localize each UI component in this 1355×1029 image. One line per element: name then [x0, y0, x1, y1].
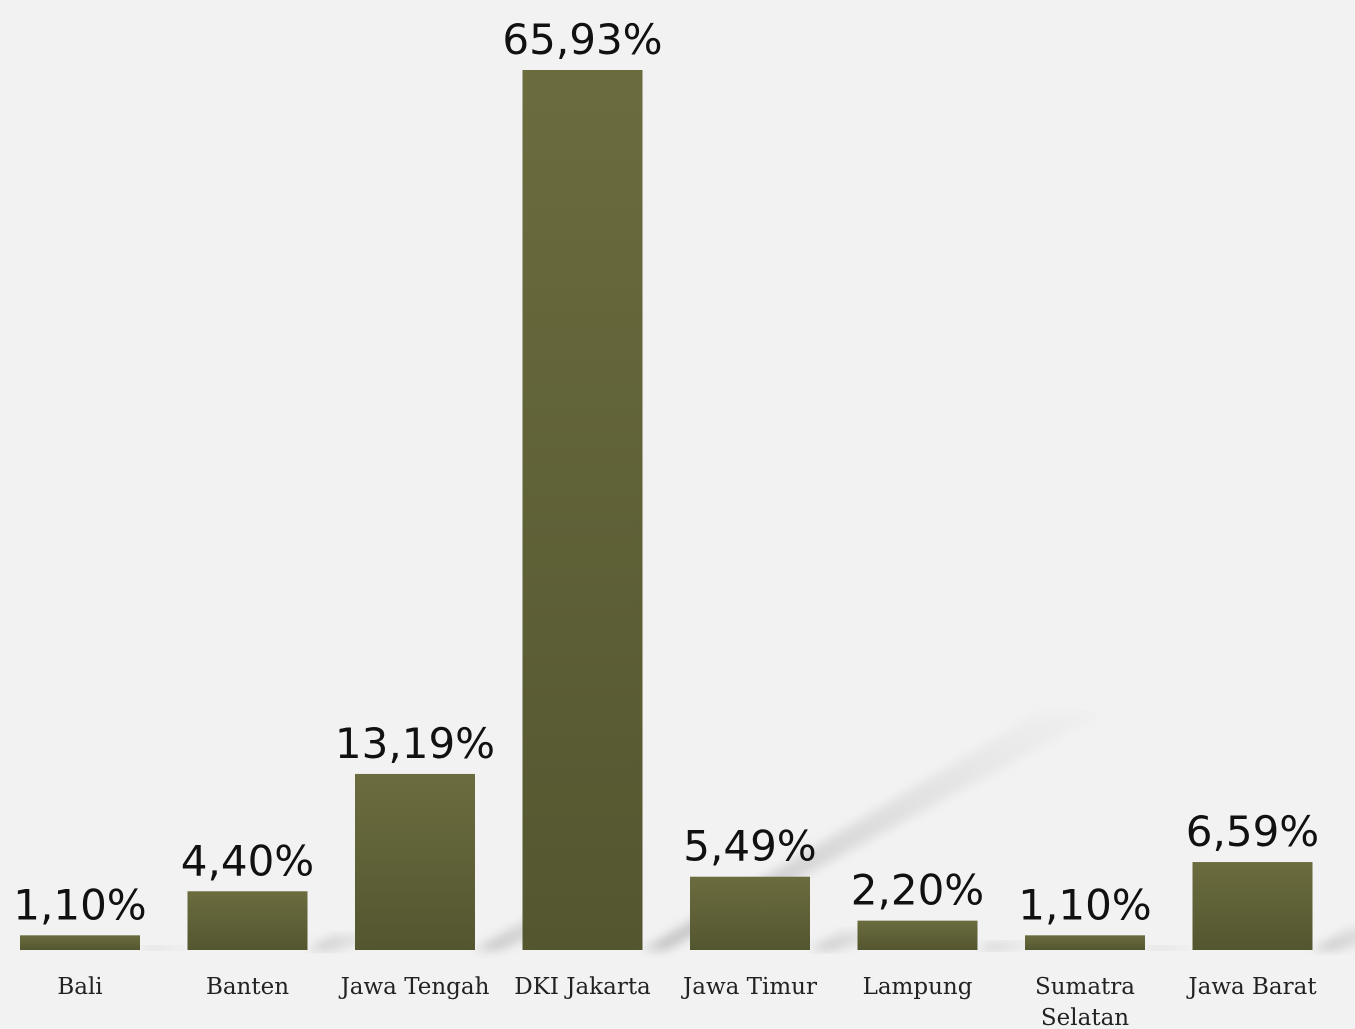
bar-jawa-barat: [1192, 862, 1313, 950]
bar-jawa-timur: [690, 876, 810, 950]
category-label-banten: Banten: [206, 974, 289, 1000]
value-label-banten: 4,40%: [181, 836, 314, 885]
value-label-lampung: 2,20%: [851, 866, 984, 915]
value-label-bali: 1,10%: [13, 880, 146, 929]
category-label-jawa-tengah: Jawa Tengah: [339, 974, 490, 1000]
bar-shadow-jawa-barat: [1312, 926, 1355, 950]
category-labels-group: Bali Banten Jawa Tengah DKI Jakarta Jawa Tim…: [57, 974, 1317, 1029]
bar-banten: [187, 891, 308, 950]
bar-lampung: [857, 920, 978, 950]
bar-sumatra-selatan: [1025, 935, 1145, 950]
value-label-jawa-barat: 6,59%: [1186, 807, 1319, 856]
value-label-sumatra-selatan: 1,10%: [1018, 880, 1151, 929]
bars-group: [20, 70, 1313, 950]
value-label-jawa-timur: 5,49%: [683, 822, 816, 871]
value-label-jawa-tengah: 13,19%: [335, 719, 495, 768]
bar-bali: [20, 935, 140, 950]
category-label-jawa-barat: Jawa Barat: [1186, 974, 1317, 1000]
value-label-dki-jakarta: 65,93%: [502, 15, 662, 64]
bar-dki-jakarta: [522, 70, 643, 950]
category-label-lampung: Lampung: [863, 974, 973, 1000]
category-label-sumatra-selatan: Sumatra Selatan: [1035, 974, 1135, 1029]
bar-jawa-tengah: [355, 773, 475, 950]
value-labels-group: 1,10% 4,40% 13,19% 65,93% 5,49% 2,20% 1,10% 6,5…: [13, 15, 1319, 929]
category-label-dki-jakarta: DKI Jakarta: [514, 974, 651, 1000]
category-label-jawa-timur: Jawa Timur: [681, 974, 817, 1000]
category-label-bali: Bali: [57, 974, 102, 1000]
